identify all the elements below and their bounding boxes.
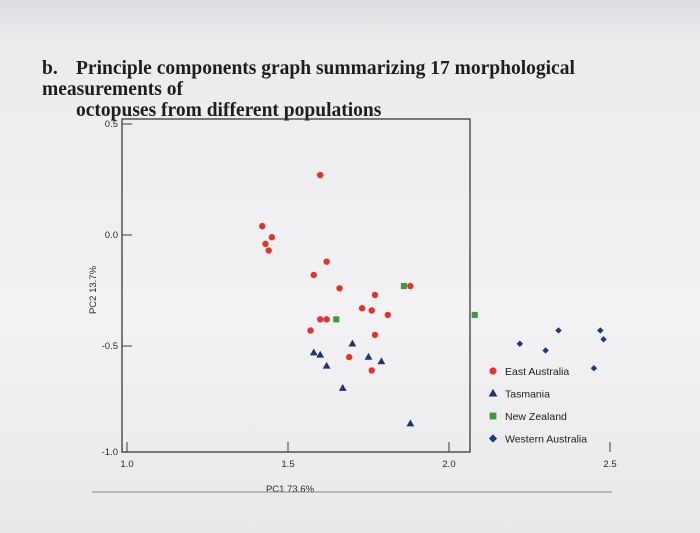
y-tick-label: 0.0 [105, 230, 118, 241]
question-heading: b. Principle components graph summarizing… [42, 58, 692, 121]
east-australia-point [310, 271, 317, 279]
western-australia-point [516, 340, 524, 347]
east-australia-point [384, 311, 392, 319]
x-tick-label: 1.5 [281, 459, 294, 470]
east-australia-point [407, 282, 414, 290]
east-australia-point [371, 331, 379, 339]
western-australia-point [542, 347, 549, 354]
legend-tasmania-label: Tasmania [505, 389, 550, 401]
tasmania-point [322, 361, 331, 369]
east-australia-point [336, 285, 343, 292]
tasmania-point [338, 384, 347, 391]
question-text-line2: octopuses from different populations [76, 100, 382, 121]
western-australia-point [597, 327, 604, 334]
legend-tasmania-marker [488, 388, 498, 397]
tasmania-point [406, 419, 415, 427]
tasmania-point [309, 348, 318, 356]
new-zealand-point [333, 316, 340, 323]
east-australia-point [323, 258, 330, 265]
tasmania-point [316, 350, 325, 358]
east-australia-point [371, 291, 379, 299]
x-tick-label: 1.0 [120, 459, 133, 470]
plot-frame [121, 118, 471, 453]
x-axis-label: PC1 73.6% [266, 484, 315, 495]
east-australia-point [265, 247, 272, 254]
y-axis-label: PC2 13.7% [88, 265, 99, 314]
legend-western-australia-marker [488, 434, 498, 443]
legend-east-australia-marker [489, 367, 497, 375]
east-australia-point [317, 316, 324, 323]
east-australia-point [368, 367, 375, 374]
east-australia-point [259, 222, 266, 230]
question-marker: b. [42, 58, 58, 79]
east-australia-point [307, 327, 314, 334]
new-zealand-point [400, 283, 407, 290]
question-text-line1: Principle components graph summarizing 1… [42, 58, 575, 100]
east-australia-point [345, 353, 353, 361]
western-australia-point [590, 364, 598, 372]
legend-new-zealand-label: New Zealand [505, 411, 567, 423]
tasmania-point [377, 357, 386, 365]
tasmania-point [364, 352, 373, 360]
western-australia-point [555, 327, 562, 334]
east-australia-point [358, 305, 366, 312]
y-tick-label: -1.0 [102, 447, 118, 458]
east-australia-point [368, 307, 375, 314]
east-australia-point [262, 240, 269, 248]
legend-western-australia-label: Western Australia [505, 434, 587, 446]
legend-east-australia-label: East Australia [505, 366, 569, 378]
x-tick-label: 2.0 [442, 459, 455, 470]
new-zealand-point [471, 311, 478, 318]
y-tick-label: 0.5 [105, 119, 118, 130]
east-australia-point [268, 234, 276, 241]
east-australia-point [317, 171, 324, 179]
x-tick-label: 2.5 [603, 459, 616, 470]
y-tick-label: -0.5 [102, 341, 118, 352]
western-australia-point [600, 336, 607, 343]
tasmania-point [348, 339, 357, 347]
legend-new-zealand-marker [489, 412, 497, 420]
east-australia-point [323, 316, 330, 323]
